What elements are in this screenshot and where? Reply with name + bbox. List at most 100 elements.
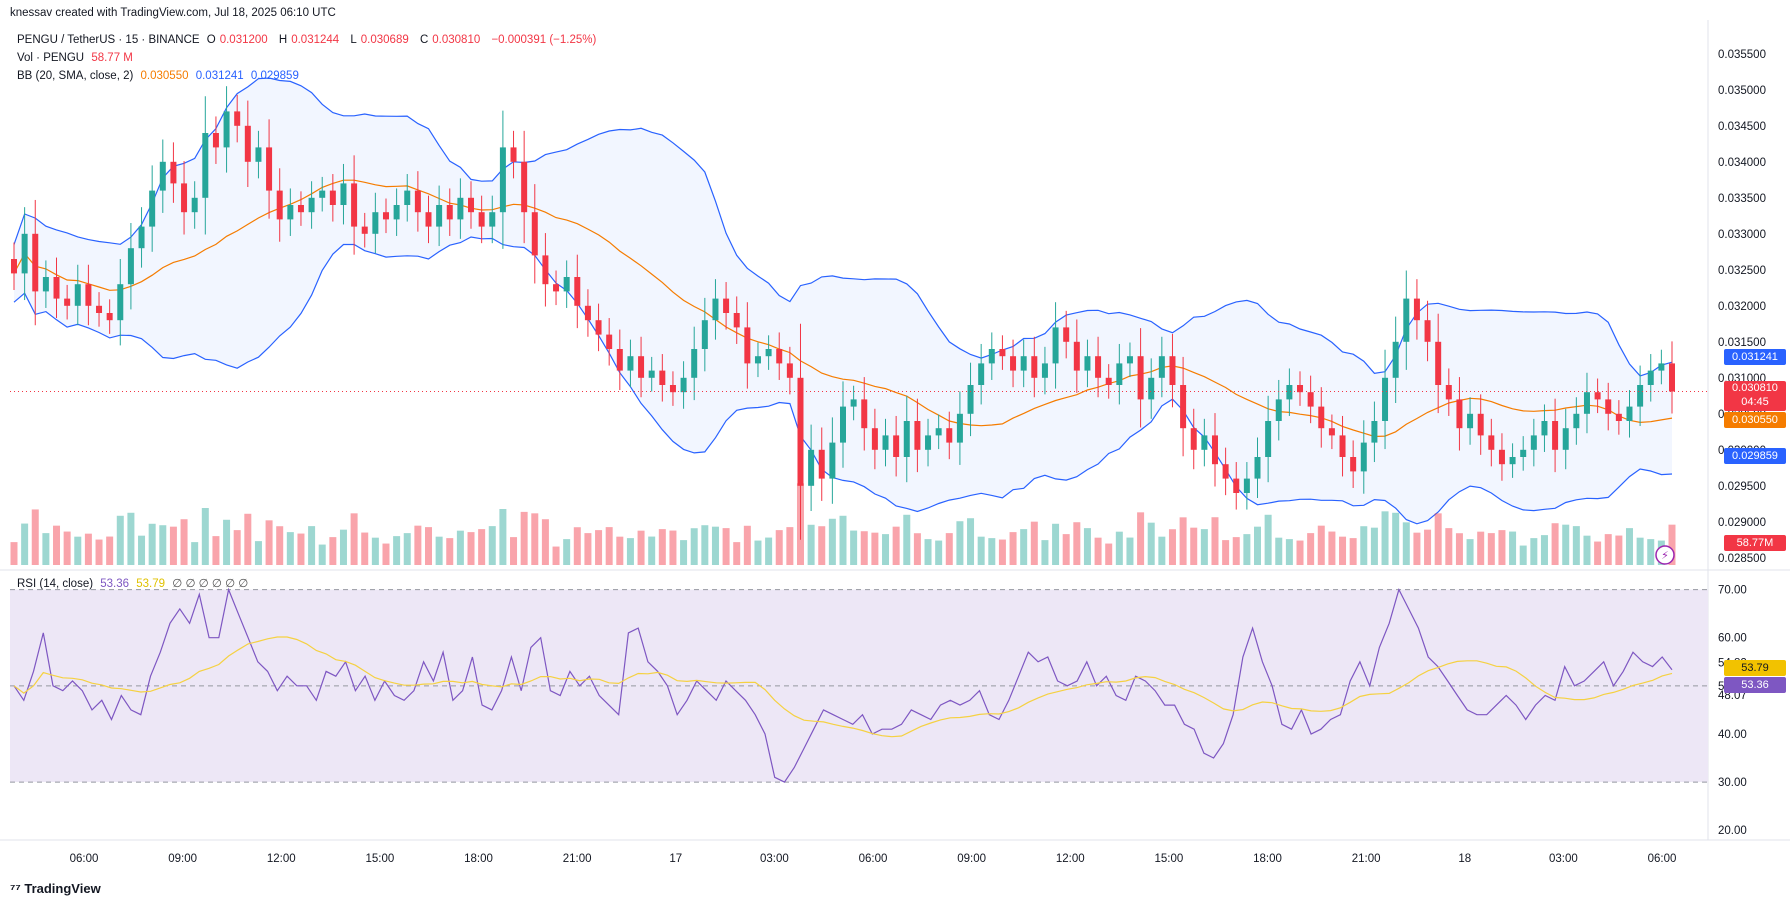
volume-bar (456, 530, 464, 565)
volume-bar (1572, 526, 1580, 565)
candle-body (266, 147, 273, 191)
time-tick-label: 17 (669, 853, 682, 865)
volume-bar (1392, 512, 1400, 565)
volume-bar (1211, 517, 1219, 565)
time-tick-label: 15:00 (365, 853, 394, 865)
candle-body (1658, 363, 1665, 371)
rsi-tick-label: 40.00 (1718, 729, 1747, 741)
candle-body (701, 320, 708, 349)
volume-bar (573, 527, 581, 565)
candle-body (329, 190, 336, 205)
time-tick-label: 06:00 (1648, 853, 1677, 865)
volume-bar (680, 540, 688, 565)
volume-bar (254, 541, 262, 565)
volume-bar (1232, 537, 1240, 565)
candle-body (531, 212, 538, 256)
candle-body (1222, 464, 1229, 479)
volume-bar (53, 525, 61, 565)
candle-body (1041, 363, 1048, 378)
time-tick-label: 06:00 (70, 853, 99, 865)
volume-bar (1562, 524, 1570, 565)
volume-bar (1647, 539, 1655, 565)
volume-bar (1009, 532, 1017, 565)
volume-bar (935, 540, 943, 565)
legend-symbol[interactable]: PENGU / TetherUS · 15 · BINANCE (17, 34, 200, 46)
volume-bar (775, 530, 783, 565)
candle-body (786, 363, 793, 378)
bb-lower-line (13, 236, 1673, 525)
candle-body (840, 406, 846, 443)
legend-rsi-row[interactable]: RSI (14, close) 53.36 53.79 ∅ ∅ ∅ ∅ ∅ ∅ (17, 577, 252, 592)
volume-bar (658, 529, 666, 565)
volume-bar (21, 523, 29, 565)
lightning-icon-glyph: ⚡ (1661, 549, 1669, 562)
volume-bar (1222, 540, 1230, 565)
volume-bar (1317, 525, 1325, 565)
candle-body (765, 349, 772, 357)
candle-body (1477, 413, 1484, 436)
candle-body (255, 147, 262, 162)
volume-bar (159, 525, 167, 565)
candle-body (1637, 385, 1644, 407)
candle-body (223, 111, 230, 148)
volume-bar (1360, 526, 1368, 565)
volume-bar (1615, 535, 1623, 565)
volume-bar (669, 530, 677, 565)
volume-bar (1137, 512, 1145, 565)
volume-bar (648, 536, 656, 565)
lightning-icon-circle (1655, 545, 1675, 565)
candle-body (829, 442, 836, 479)
candle-body (563, 277, 570, 292)
candle-body (457, 197, 464, 220)
volume-bar (616, 536, 624, 565)
volume-bar (945, 533, 953, 565)
volume-bar (1339, 536, 1347, 565)
candle-body (754, 356, 761, 364)
time-tick-label: 21:00 (1352, 853, 1381, 865)
volume-bar (10, 542, 18, 565)
lightning-icon: ⚡ (1655, 545, 1675, 565)
legend-volume-label: Vol · PENGU (17, 52, 85, 64)
candle-body (276, 190, 283, 220)
volume-bar (1020, 529, 1028, 565)
volume-bar (403, 533, 411, 565)
tag-rsi-ma: 53.79 (1724, 660, 1786, 676)
candle-body (1350, 457, 1357, 472)
candle-body (1669, 363, 1675, 392)
candle-body (914, 421, 921, 450)
candle-body (319, 190, 326, 198)
legend-volume-row[interactable]: Vol · PENGU 58.77 M (17, 51, 137, 66)
volume-bar (1147, 522, 1155, 565)
volume-bar (1083, 528, 1091, 565)
volume-bar (733, 542, 741, 565)
volume-bar (637, 530, 645, 565)
price-tick-label: 0.029000 (1718, 517, 1766, 529)
volume-bar (1519, 545, 1527, 565)
time-tick-label: 12:00 (267, 853, 296, 865)
candle-body (489, 212, 496, 227)
volume-bar (541, 519, 549, 565)
time-tick-label: 12:00 (1056, 853, 1085, 865)
candle-body (414, 190, 421, 213)
candle-body (1063, 327, 1070, 342)
top-caption: knessav created with TradingView.com, Ju… (10, 7, 336, 19)
candle-body (1647, 370, 1654, 385)
candle-body (1615, 413, 1622, 421)
legend-bb-row[interactable]: BB (20, SMA, close, 2) 0.030550 0.031241… (17, 69, 303, 84)
volume-bar (42, 533, 50, 565)
candle-body (1052, 327, 1059, 364)
candle-body (1105, 377, 1112, 385)
candle-body (138, 226, 145, 249)
volume-bar (361, 532, 369, 565)
candle-body (1233, 478, 1240, 493)
volume-bar (169, 526, 177, 565)
volume-bar (1424, 529, 1432, 565)
bb-fill (14, 78, 1672, 524)
volume-bar (871, 532, 879, 565)
candle-body (744, 327, 751, 364)
volume-bar (1530, 538, 1538, 565)
tradingview-logo[interactable]: ⁷⁷ TradingView (10, 881, 101, 896)
volume-bar (1126, 537, 1134, 565)
